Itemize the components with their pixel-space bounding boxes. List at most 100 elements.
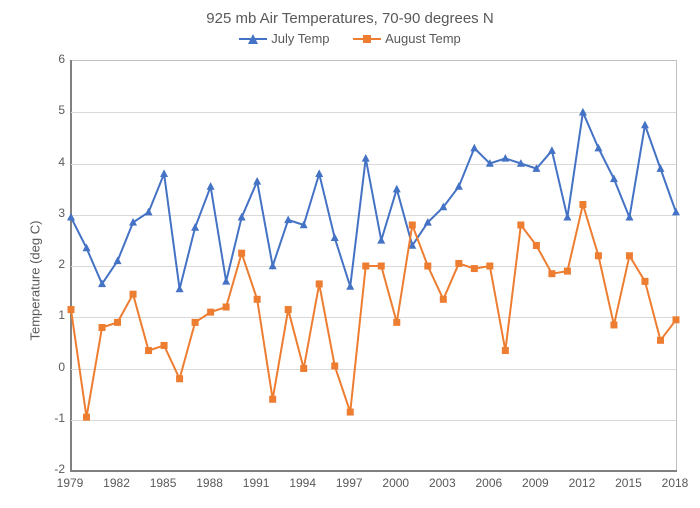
series-marker (656, 164, 664, 172)
legend-marker-august (353, 32, 381, 46)
legend: July Temp August Temp (0, 27, 700, 53)
x-tick-label: 1979 (50, 476, 90, 490)
series-marker (331, 233, 339, 241)
series-marker (378, 263, 385, 270)
y-tick-label: 2 (35, 257, 65, 271)
series-line (71, 205, 676, 418)
x-tick-label: 1985 (143, 476, 183, 490)
series-marker (579, 201, 586, 208)
series-marker (129, 218, 137, 226)
square-icon (362, 34, 372, 44)
series-marker (207, 309, 214, 316)
series-marker (641, 121, 649, 129)
y-tick-label: 1 (35, 308, 65, 322)
series-marker (501, 154, 509, 162)
series-marker (222, 277, 230, 285)
series-marker (176, 375, 183, 382)
series-marker (626, 252, 633, 259)
y-tick-label: -1 (35, 411, 65, 425)
x-tick-label: 2006 (469, 476, 509, 490)
series-marker (83, 414, 90, 421)
legend-item-july: July Temp (239, 31, 329, 46)
series-marker (548, 146, 556, 154)
series-line (71, 112, 676, 289)
x-tick-label: 1982 (97, 476, 137, 490)
series-marker (393, 319, 400, 326)
series-marker (346, 282, 354, 290)
series-marker (672, 208, 680, 216)
series-marker (315, 169, 323, 177)
series-marker (440, 296, 447, 303)
chart-container: 925 mb Air Temperatures, 70-90 degrees N… (0, 0, 700, 508)
series-marker (331, 362, 338, 369)
series-marker (533, 242, 540, 249)
series-marker (377, 236, 385, 244)
series-marker (269, 262, 277, 270)
series-marker (657, 337, 664, 344)
legend-label: July Temp (271, 31, 329, 46)
series-marker (502, 347, 509, 354)
series-marker (625, 213, 633, 221)
series-marker (486, 263, 493, 270)
series-marker (114, 256, 122, 264)
series-marker (67, 213, 75, 221)
series-marker (253, 177, 261, 185)
series-marker (470, 144, 478, 152)
chart-title: 925 mb Air Temperatures, 70-90 degrees N (0, 0, 700, 27)
series-marker (238, 213, 246, 221)
y-tick-label: -2 (35, 462, 65, 476)
series-marker (347, 409, 354, 416)
series-marker (424, 263, 431, 270)
plot-area (70, 60, 677, 472)
series-marker (160, 169, 168, 177)
x-tick-label: 1994 (283, 476, 323, 490)
series-marker (316, 280, 323, 287)
series-marker (362, 154, 370, 162)
series-marker (161, 342, 168, 349)
series-marker (254, 296, 261, 303)
series-marker (130, 291, 137, 298)
series-marker (564, 268, 571, 275)
series-marker (300, 365, 307, 372)
x-tick-label: 1991 (236, 476, 276, 490)
x-tick-label: 2018 (655, 476, 695, 490)
series-marker (238, 250, 245, 257)
series-marker (269, 396, 276, 403)
series-marker (176, 285, 184, 293)
y-tick-label: 4 (35, 155, 65, 169)
series-marker (455, 260, 462, 267)
series-marker (99, 324, 106, 331)
series-marker (610, 321, 617, 328)
series-marker (595, 252, 602, 259)
x-tick-label: 1988 (190, 476, 230, 490)
series-marker (145, 208, 153, 216)
legend-marker-july (239, 32, 267, 46)
series-marker (114, 319, 121, 326)
series-marker (284, 215, 292, 223)
series-marker (517, 222, 524, 229)
series-marker (191, 223, 199, 231)
series-marker (192, 319, 199, 326)
series-marker (594, 144, 602, 152)
series-marker (207, 182, 215, 190)
series-marker (83, 244, 91, 252)
y-tick-label: 0 (35, 360, 65, 374)
x-tick-label: 2000 (376, 476, 416, 490)
series-marker (223, 304, 230, 311)
series-marker (68, 306, 75, 313)
legend-item-august: August Temp (353, 31, 461, 46)
series-marker (563, 213, 571, 221)
y-tick-label: 6 (35, 52, 65, 66)
x-tick-label: 2012 (562, 476, 602, 490)
triangle-icon (248, 34, 258, 44)
x-tick-label: 2003 (422, 476, 462, 490)
series-marker (548, 270, 555, 277)
x-tick-label: 2009 (515, 476, 555, 490)
y-tick-label: 3 (35, 206, 65, 220)
series-marker (285, 306, 292, 313)
x-tick-label: 1997 (329, 476, 369, 490)
data-layer (71, 61, 676, 471)
series-marker (409, 222, 416, 229)
legend-label: August Temp (385, 31, 461, 46)
series-marker (610, 174, 618, 182)
